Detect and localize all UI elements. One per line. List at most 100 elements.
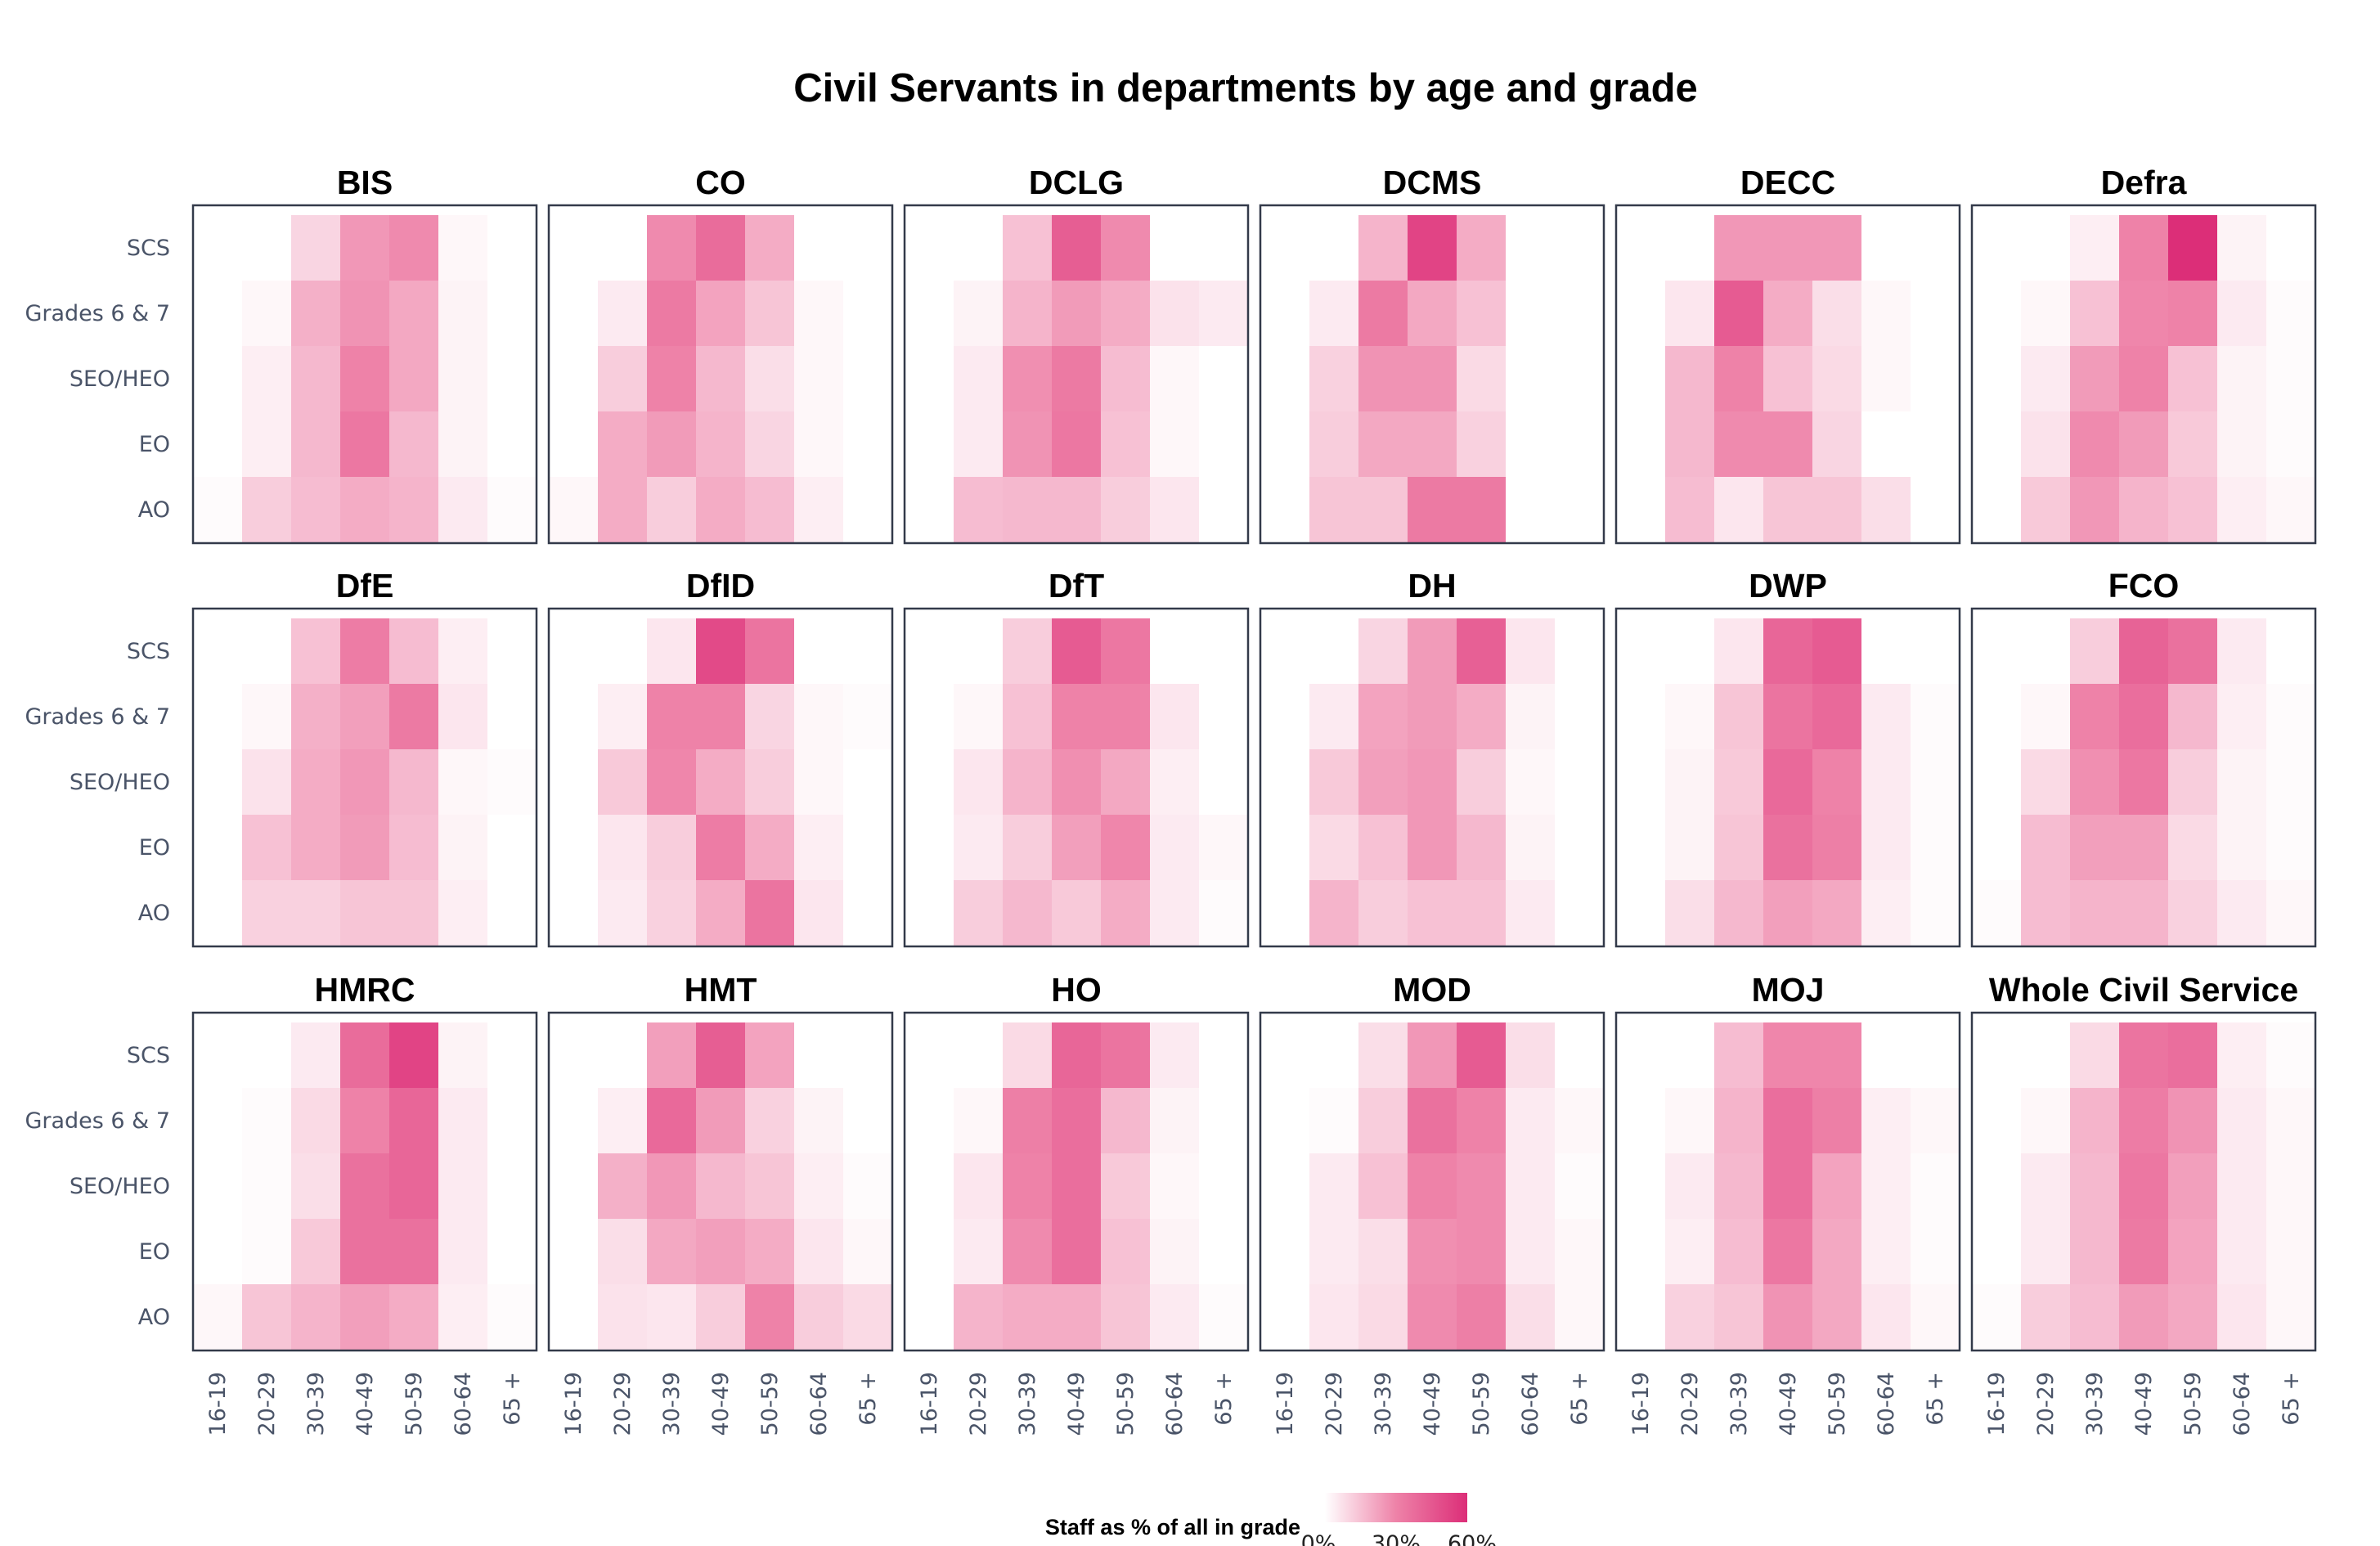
- heatmap-cell: [647, 749, 697, 816]
- heatmap-cell: [696, 1153, 746, 1220]
- heatmap-cell: [291, 815, 341, 881]
- heatmap-cell: [438, 411, 488, 478]
- heatmap-cell: [1812, 1284, 1862, 1351]
- heatmap-cell: [1199, 411, 1249, 478]
- heatmap-cell: [2217, 1088, 2267, 1154]
- heatmap-cell: [1911, 1022, 1960, 1089]
- heatmap-cell: [389, 1022, 439, 1089]
- heatmap-cell: [1260, 1022, 1310, 1089]
- x-tick-label: 50-59: [1469, 1372, 1494, 1436]
- heatmap-cell: [2266, 1284, 2316, 1351]
- heatmap-cell: [1309, 1219, 1359, 1285]
- heatmap-cell: [794, 411, 844, 478]
- heatmap-cell: [1812, 1088, 1862, 1154]
- heatmap-cell: [954, 618, 1004, 685]
- heatmap-cell: [291, 618, 341, 685]
- heatmap-cell: [696, 1022, 746, 1089]
- heatmap-cell: [2168, 1022, 2218, 1089]
- heatmap-cell: [1714, 815, 1764, 881]
- heatmap-cell: [2021, 1022, 2071, 1089]
- x-tick-label: 60-64: [1162, 1372, 1188, 1436]
- heatmap-cell: [1408, 411, 1457, 478]
- heatmap-cell: [1911, 815, 1960, 881]
- heatmap-cell: [696, 281, 746, 347]
- heatmap-cell: [1003, 618, 1053, 685]
- heatmap-cell: [1911, 618, 1960, 685]
- heatmap-cell: [647, 281, 697, 347]
- heatmap-cell: [1763, 215, 1813, 281]
- heatmap-cell: [2168, 411, 2218, 478]
- heatmap-cell: [1260, 346, 1310, 412]
- heatmap-cell: [1506, 749, 1556, 816]
- heatmap-cell: [954, 477, 1004, 543]
- heatmap-cell: [1555, 880, 1605, 946]
- heatmap-cell: [1616, 815, 1666, 881]
- x-tick-label: 65 +: [1567, 1372, 1592, 1426]
- heatmap-cell: [1812, 477, 1862, 543]
- heatmap-cell: [1812, 281, 1862, 347]
- heatmap-cell: [1309, 411, 1359, 478]
- heatmap-cell: [696, 684, 746, 750]
- heatmap-cell: [549, 749, 599, 816]
- heatmap-cell: [794, 346, 844, 412]
- heatmap-cell: [1408, 1219, 1457, 1285]
- heatmap-cell: [2266, 618, 2316, 685]
- heatmap-cell: [1555, 1153, 1605, 1220]
- heatmap-cell: [1408, 618, 1457, 685]
- heatmap-cell: [1861, 618, 1911, 685]
- x-tick-label: 20-29: [2033, 1372, 2059, 1436]
- heatmap-cell: [1052, 215, 1102, 281]
- heatmap-cell: [1150, 1219, 1200, 1285]
- heatmap-cell: [1052, 815, 1102, 881]
- heatmap-cell: [242, 215, 292, 281]
- x-tick-label: 20-29: [254, 1372, 280, 1436]
- heatmap-cell: [1714, 1219, 1764, 1285]
- heatmap-cell: [438, 215, 488, 281]
- heatmap-cell: [954, 346, 1004, 412]
- heatmap-cell: [843, 1088, 893, 1154]
- heatmap-cell: [291, 346, 341, 412]
- heatmap-cell: [2021, 618, 2071, 685]
- heatmap-cell: [2119, 477, 2169, 543]
- heatmap-cell: [696, 618, 746, 685]
- heatmap-cell: [2021, 411, 2071, 478]
- heatmap-cell: [1408, 477, 1457, 543]
- heatmap-cell: [487, 1022, 537, 1089]
- x-tick-label: 40-49: [708, 1372, 734, 1436]
- heatmap-cell: [438, 880, 488, 946]
- heatmap-cell: [2217, 815, 2267, 881]
- panel-title: HMT: [685, 971, 757, 1009]
- heatmap-cell: [1972, 684, 2022, 750]
- heatmap-cell: [193, 1284, 243, 1351]
- heatmap-cell: [1199, 281, 1249, 347]
- heatmap-cell: [2119, 1153, 2169, 1220]
- heatmap-cell: [1506, 411, 1556, 478]
- heatmap-cell: [2021, 749, 2071, 816]
- heatmap-cell: [1101, 1219, 1151, 1285]
- heatmap-cell: [1150, 346, 1200, 412]
- heatmap-cell: [2266, 346, 2316, 412]
- heatmap-cell: [1309, 1284, 1359, 1351]
- panel-dh: DH: [1259, 567, 1605, 948]
- heatmap-cell: [1408, 1088, 1457, 1154]
- panel-dfe: DfE SCS Grades 6 & 7 SEO/HEO EO AO: [25, 567, 538, 948]
- heatmap-cell: [1861, 1219, 1911, 1285]
- legend-colorbar: [1325, 1493, 1467, 1522]
- x-tick-label: 30-39: [1727, 1372, 1752, 1436]
- x-tick-label: 20-29: [610, 1372, 635, 1436]
- heatmap-cell: [1972, 749, 2022, 816]
- heatmap-cell: [340, 411, 390, 478]
- panel-defra: Defra: [1970, 164, 2317, 545]
- heatmap-cell: [549, 684, 599, 750]
- heatmap-cell: [1457, 411, 1507, 478]
- x-tick-label: 40-49: [1420, 1372, 1445, 1436]
- heatmap-cell: [1260, 749, 1310, 816]
- heatmap-cell: [843, 684, 893, 750]
- heatmap-cell: [598, 684, 648, 750]
- heatmap-cell: [1506, 1088, 1556, 1154]
- heatmap-cell: [647, 618, 697, 685]
- heatmap-cell: [291, 1088, 341, 1154]
- heatmap-cell: [794, 281, 844, 347]
- y-tick-label: AO: [138, 901, 170, 926]
- panel-frame: [191, 607, 538, 948]
